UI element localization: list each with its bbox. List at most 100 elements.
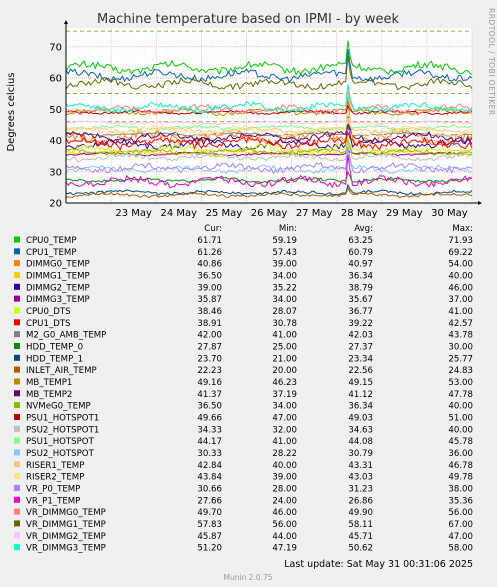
y-tick-label: 50: [49, 105, 62, 116]
legend-value-avg: 35.67: [348, 295, 373, 305]
legend-value-avg: 49.03: [348, 413, 373, 423]
legend-value-avg: 60.79: [348, 248, 373, 258]
y-tick-label: 30: [49, 167, 62, 178]
legend-value-min: 57.43: [272, 248, 297, 258]
y-tick-label: 70: [49, 42, 62, 53]
legend-value-min: 56.00: [272, 520, 297, 530]
legend-value-cur: 27.66: [197, 496, 222, 506]
series-line-psu2-hotspot1: [65, 140, 473, 163]
last-update: Last update: Sat May 31 00:31:06 2025: [284, 559, 473, 570]
legend-label: PSU2_HOTSPOT: [26, 449, 95, 459]
legend-swatch: [14, 461, 20, 468]
legend-value-min: 34.00: [272, 402, 297, 412]
legend-label: NVMeG0_TEMP: [26, 402, 91, 412]
series-line-vr-dimmg0-temp: [65, 90, 473, 116]
legend-value-avg: 26.86: [348, 496, 373, 506]
legend-label: RISER1_TEMP: [26, 461, 84, 471]
series-line-psu2-hotspot: [65, 152, 473, 175]
legend-value-min: 41.00: [272, 437, 297, 447]
series-line-mb-temp2: [66, 116, 473, 144]
legend-swatch: [14, 354, 20, 361]
legend-swatch: [14, 366, 20, 373]
legend-label: CPU1_DTS: [26, 319, 71, 329]
legend-value-min: 34.00: [272, 271, 297, 281]
legend-value-min: 28.00: [272, 484, 297, 494]
legend-swatch: [14, 319, 20, 326]
legend-value-avg: 50.62: [348, 544, 373, 554]
legend-label: MB_TEMP1: [26, 378, 72, 388]
x-tick-label: 23 May: [115, 208, 152, 219]
chart-title: Machine temperature based on IPMI - by w…: [97, 12, 399, 27]
series-line-vr-p0-temp: [65, 146, 473, 175]
legend-value-max: 40.00: [448, 271, 473, 281]
legend-value-min: 20.00: [272, 366, 297, 376]
legend-value-max: 42.57: [448, 319, 473, 329]
legend-swatch: [14, 342, 20, 349]
legend-value-min: 46.23: [272, 378, 297, 388]
series-line-dimmg2-temp: [65, 121, 473, 151]
y-tick-label: 20: [49, 199, 62, 210]
legend-value-avg: 42.03: [348, 331, 373, 341]
legend-value-cur: 44.17: [197, 437, 222, 447]
legend-label: VR_P0_TEMP: [26, 484, 80, 494]
x-tick-label: 27 May: [296, 208, 333, 219]
legend-swatch: [14, 295, 20, 302]
legend-header: Avg:: [354, 224, 373, 234]
legend-value-max: 38.00: [448, 484, 473, 494]
legend-value-cur: 45.87: [197, 532, 222, 542]
legend-header: Min:: [279, 224, 297, 234]
legend-swatch: [14, 248, 20, 255]
legend-value-cur: 23.70: [197, 354, 222, 364]
legend-value-cur: 22.23: [197, 366, 222, 376]
series-line-dimmg0-temp: [65, 96, 473, 147]
legend-value-avg: 38.79: [348, 283, 373, 293]
legend-label: DIMMG1_TEMP: [26, 271, 90, 281]
legend-value-max: 24.83: [448, 366, 473, 376]
legend-label: VR_P1_TEMP: [26, 496, 80, 506]
legend-value-min: 59.19: [272, 236, 297, 246]
legend-value-min: 25.00: [272, 342, 297, 352]
legend-value-max: 41.00: [448, 307, 473, 317]
legend-swatch: [14, 496, 20, 503]
legend-label: CPU0_TEMP: [26, 236, 77, 246]
legend-value-cur: 30.33: [197, 449, 222, 459]
series-line-vr-p1-temp: [65, 154, 473, 189]
legend-value-cur: 49.16: [197, 378, 222, 388]
legend-swatch: [14, 437, 20, 444]
legend-value-min: 32.00: [272, 425, 297, 435]
legend-value-max: 47.00: [448, 532, 473, 542]
y-axis-arrow: [64, 20, 68, 24]
x-tick-label: 26 May: [251, 208, 288, 219]
series-line-cpu0-temp: [65, 40, 473, 76]
legend-value-min: 40.00: [272, 461, 297, 471]
legend-label: PSU1_HOTSPOT1: [26, 413, 99, 423]
rrdtool-credit: RRDTOOL / TOBI OETIKER: [487, 8, 496, 116]
legend-swatch: [14, 236, 20, 243]
legend-value-avg: 43.03: [348, 473, 373, 483]
y-tick-label: 40: [49, 136, 62, 147]
legend-label: RISER2_TEMP: [26, 473, 84, 483]
legend-label: PSU2_HOTSPOT1: [26, 425, 99, 435]
legend-value-max: 53.00: [448, 378, 473, 388]
legend-value-min: 47.00: [272, 413, 297, 423]
legend-swatch: [14, 484, 20, 491]
legend-value-avg: 31.23: [348, 484, 373, 494]
legend-value-max: 35.36: [448, 496, 473, 506]
legend-value-min: 35.22: [272, 283, 297, 293]
legend-value-cur: 57.83: [197, 520, 222, 530]
legend-value-cur: 40.86: [197, 260, 222, 270]
legend-label: HDD_TEMP_1: [26, 354, 83, 364]
legend-value-max: 30.00: [448, 342, 473, 352]
legend-swatch: [14, 520, 20, 527]
axes: 20 30 40 50 60 70 23 May 24 May 25 May 26 May 27 M…: [49, 20, 482, 219]
legend-swatch: [14, 378, 20, 385]
legend-value-min: 24.00: [272, 496, 297, 506]
legend-value-max: 54.00: [448, 260, 473, 270]
legend-value-cur: 49.66: [197, 413, 222, 423]
series-line-riser2-temp: [65, 109, 473, 138]
legend-value-min: 44.00: [272, 532, 297, 542]
legend-value-cur: 39.00: [197, 283, 222, 293]
legend-value-cur: 35.87: [197, 295, 222, 305]
legend-value-min: 28.07: [272, 307, 297, 317]
